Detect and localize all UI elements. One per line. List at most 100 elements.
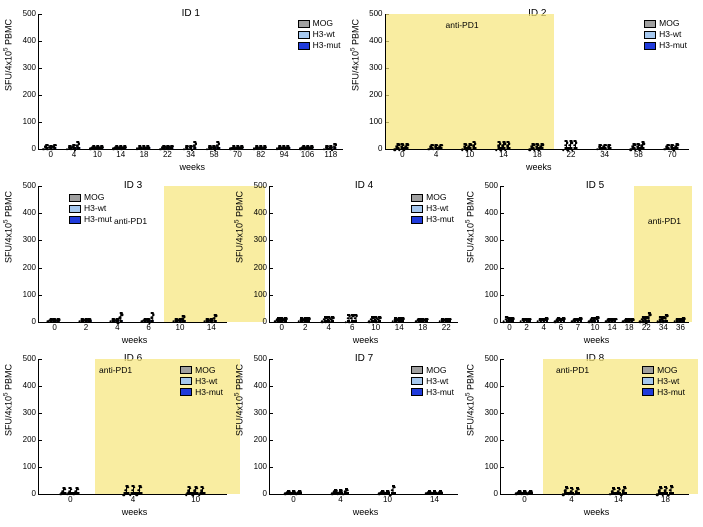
bar-group <box>175 320 186 322</box>
bar-group <box>124 492 143 494</box>
x-tick: 0 <box>280 322 284 332</box>
y-tick: 200 <box>485 436 501 444</box>
bar-group <box>497 147 510 149</box>
y-tick: 0 <box>32 145 39 153</box>
bar-h3mut <box>286 147 290 149</box>
y-tick: 400 <box>485 382 501 390</box>
y-tick: 300 <box>485 236 501 244</box>
bar-h3mut <box>614 320 616 322</box>
legend-label: H3-wt <box>426 203 448 214</box>
x-tick: 94 <box>280 149 289 159</box>
bar-group <box>45 147 57 149</box>
bar-group <box>557 320 565 322</box>
bar-h3wt <box>306 147 310 149</box>
bar-h3mut <box>137 492 143 494</box>
anti-pd1-label: anti-PD1 <box>556 365 589 375</box>
y-tick: 300 <box>23 236 39 244</box>
bar-mog <box>278 147 282 149</box>
bar-h3mut <box>506 147 510 149</box>
bar-h3mut <box>310 147 314 149</box>
bar-h3mut <box>193 147 197 149</box>
x-tick: 18 <box>418 322 427 332</box>
x-tick: 7 <box>576 322 580 332</box>
bar-group <box>505 320 513 322</box>
bar-h3mut <box>563 320 565 322</box>
bar-mog <box>564 492 569 494</box>
bar-group <box>427 492 443 494</box>
legend-label: MOG <box>195 365 215 376</box>
bar-h3mut <box>263 147 267 149</box>
bar-group <box>112 320 123 322</box>
bar-group <box>574 320 582 322</box>
bar-group <box>394 320 404 322</box>
y-tick: 500 <box>254 355 270 363</box>
y-tick: 200 <box>23 436 39 444</box>
bar-h3mut <box>240 147 244 149</box>
x-tick: 6 <box>146 322 150 332</box>
bar-mog <box>658 492 663 494</box>
bar-group <box>92 147 104 149</box>
x-tick: 14 <box>116 149 125 159</box>
bar-h3wt <box>67 492 73 494</box>
bar-h3mut <box>607 147 611 149</box>
bar-group <box>81 320 92 322</box>
y-tick: 200 <box>254 264 270 272</box>
bar-h3mut <box>675 147 679 149</box>
bar-group <box>255 147 267 149</box>
panel: SFU/4x105 PBMCID 50100200300400500anti-P… <box>472 182 693 344</box>
bar-group <box>232 147 244 149</box>
x-tick: 4 <box>569 494 573 504</box>
bar-group <box>625 320 633 322</box>
bar-h3wt <box>142 147 146 149</box>
bar-group <box>325 147 337 149</box>
bar-h3wt <box>193 492 199 494</box>
y-tick: 200 <box>485 264 501 272</box>
anti-pd1-label: anti-PD1 <box>99 365 132 375</box>
bar-group <box>540 320 548 322</box>
bar-h3mut <box>100 147 104 149</box>
bar-mog <box>598 147 602 149</box>
x-tick: 18 <box>533 149 542 159</box>
bar-group <box>642 320 650 322</box>
bar-h3mut <box>438 492 443 494</box>
bar-group <box>608 320 616 322</box>
legend-label: MOG <box>426 365 446 376</box>
bar-h3wt <box>434 147 438 149</box>
legend-label: MOG <box>313 18 333 29</box>
y-tick: 100 <box>485 291 501 299</box>
bar-h3mut <box>88 320 91 322</box>
x-tick: 10 <box>191 494 200 504</box>
x-tick: 106 <box>301 149 314 159</box>
x-tick: 14 <box>499 149 508 159</box>
panel: SFU/4x105 PBMCID 80100200300400500anti-P… <box>472 355 693 517</box>
x-tick: 34 <box>186 149 195 159</box>
legend: MOGH3-wtH3-mut <box>411 192 454 225</box>
legend-label: MOG <box>426 192 446 203</box>
x-tick: 18 <box>625 322 634 332</box>
bar-h3wt <box>400 147 404 149</box>
bar-h3wt <box>535 147 539 149</box>
bar-mog <box>208 147 212 149</box>
x-tick: 22 <box>642 322 651 332</box>
y-tick: 300 <box>254 409 270 417</box>
bar-h3mut <box>74 492 80 494</box>
bar-group <box>302 147 314 149</box>
bar-group <box>300 320 310 322</box>
y-tick: 400 <box>23 209 39 217</box>
bar-h3mut <box>297 492 302 494</box>
bar-group <box>676 320 684 322</box>
x-tick: 10 <box>383 494 392 504</box>
panel: SFU/4x105 PBMCID 60100200300400500anti-P… <box>10 355 231 517</box>
bar-group <box>49 320 60 322</box>
panel-title: ID 4 <box>355 180 373 191</box>
bar-group <box>162 147 174 149</box>
panel: SFU/4x105 PBMCID 10100200300400500041014… <box>10 10 347 172</box>
bar-mog <box>92 147 96 149</box>
bar-h3mut <box>665 320 667 322</box>
bar-h3mut <box>641 147 645 149</box>
y-tick: 500 <box>23 182 39 190</box>
chart-grid: SFU/4x105 PBMCID 10100200300400500041014… <box>10 10 693 517</box>
bar-mog <box>517 492 522 494</box>
x-tick: 2 <box>84 322 88 332</box>
bar-h3mut <box>199 492 205 494</box>
